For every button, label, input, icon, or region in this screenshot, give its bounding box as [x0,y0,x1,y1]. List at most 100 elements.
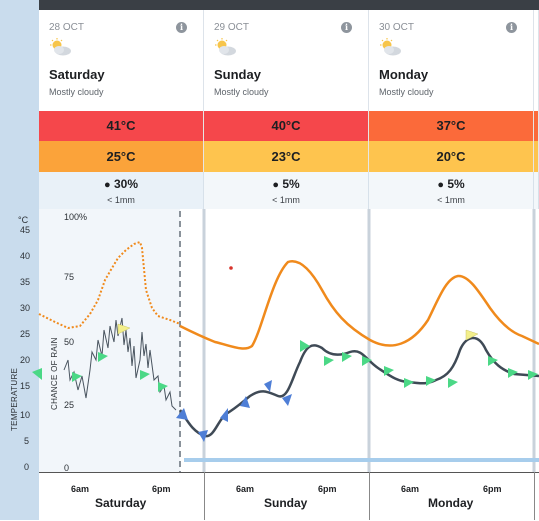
temp-axis-unit: °C [18,215,29,225]
temperature-observed-dotted [38,240,181,330]
wind-arrow-fast [176,408,188,420]
x-tick: 6am [236,484,255,494]
info-icon[interactable]: i [506,22,517,33]
wind-arrow-mid [508,368,518,378]
top-bar [39,0,539,10]
rain-cell: ● 30% < 1mm [39,172,204,209]
temp-tick: 0 [24,462,30,472]
min-temp-cell: 23°C [204,141,369,172]
temp-tick: 25 [20,329,31,339]
rain-tick: 100% [64,212,88,222]
wind-arrow-fast [282,394,292,406]
rain-axis-title: CHANCE OF RAIN [50,337,59,410]
day-date: 29 OCT [214,22,250,33]
partly-cloudy-icon [50,38,71,56]
observed-area [39,209,180,472]
max-temp-cell: 41°C [39,111,204,141]
rain-cell: ● 5% < 1mm [204,172,369,209]
wind-arrow-mid [158,382,168,392]
x-day-label: Saturday [95,496,147,510]
temp-tick: 40 [20,251,31,261]
temp-tick: 35 [20,277,31,287]
wind-arrow-mid [98,352,108,362]
forecast-chart[interactable] [0,209,539,472]
axis-day-separator [534,472,535,520]
wind-arrow-mid [528,370,538,380]
raindrops-icon: ● [103,179,111,191]
wind-arrow-mid [140,370,150,380]
rain-chance: 30% [113,177,139,191]
wind-arrow-fast [198,430,208,442]
day-card-monday[interactable]: 30 OCT i Monday Mostly cloudy [369,10,534,111]
wind-arrow-mid [300,340,310,352]
temp-tick: 20 [20,355,31,365]
x-day-label: Sunday [264,496,308,510]
rain-tick: 0 [64,463,70,473]
temp-tick: 30 [20,303,31,313]
partly-cloudy-icon [215,38,236,56]
wind-arrow-mid [404,378,414,388]
wind-arrow-mid [488,356,498,366]
left-axis-strip [0,0,39,520]
rain-tick: 75 [64,272,75,282]
rain-amount: < 1mm [107,195,135,205]
info-icon[interactable]: i [341,22,352,33]
day-date: 28 OCT [49,22,85,33]
rain-area [184,458,539,462]
temperature-axis-title: TEMPERATURE [10,367,19,431]
wind-arrow-slow [465,329,479,341]
axis-day-separator [369,472,370,520]
min-temp-cell: 20°C [369,141,534,172]
rain-cell-next [534,172,539,209]
wind-line [178,336,539,438]
x-tick: 6pm [318,484,337,494]
wind-arrow-mid [362,356,372,366]
x-tick: 6pm [483,484,502,494]
temp-tick: 15 [20,381,31,391]
day-card-sunday[interactable]: 29 OCT i Sunday Mostly cloudy [204,10,369,111]
rain-chance: 5% [282,177,300,191]
day-name: Saturday [49,67,105,82]
wind-markers [32,323,538,442]
day-description: Mostly cloudy [379,87,434,97]
x-tick: 6am [71,484,90,494]
wind-arrow-fast [240,396,250,408]
wind-arrow-mid [342,352,352,362]
day-date: 30 OCT [379,22,415,33]
temp-tick: 5 [24,436,30,446]
temperature-observed-line [63,317,177,411]
temp-tick: 45 [20,225,31,235]
day-description: Mostly cloudy [214,87,269,97]
rain-amount: < 1mm [437,195,465,205]
min-temp-cell: 25°C [39,141,204,172]
temp-tick: 10 [20,410,31,420]
wind-arrow-fast [264,380,272,392]
rain-tick: 50 [64,337,75,347]
info-icon[interactable]: i [176,22,187,33]
wind-arrow-mid [32,368,42,380]
max-temp-cell: 40°C [204,111,369,141]
max-temp-cell-next [534,111,539,141]
rain-cell: ● 5% < 1mm [369,172,534,209]
raindrops-icon: ● [437,179,444,191]
partly-cloudy-icon [380,38,401,56]
day-name: Monday [379,67,429,82]
raindrops-icon: ● [272,179,279,191]
time-axis [39,472,539,521]
day-card-saturday[interactable]: 28 OCT i Saturday Mostly cloudy [39,10,204,111]
wind-arrow-fast [220,408,228,422]
day-name: Sunday [214,67,261,82]
wind-arrow-mid [72,372,82,382]
rain-amount: < 1mm [272,195,300,205]
rain-chance: 5% [447,177,465,191]
temperature-forecast-line [179,260,539,350]
min-temp-cell-next [534,141,539,172]
wind-arrow-mid [324,356,334,366]
wind-arrow-mid [384,366,394,376]
day-card-next [534,10,539,111]
x-tick: 6pm [152,484,171,494]
wind-arrow-mid [426,376,436,386]
now-dot [229,266,233,270]
axis-day-separator [204,472,205,520]
day-description: Mostly cloudy [49,87,104,97]
